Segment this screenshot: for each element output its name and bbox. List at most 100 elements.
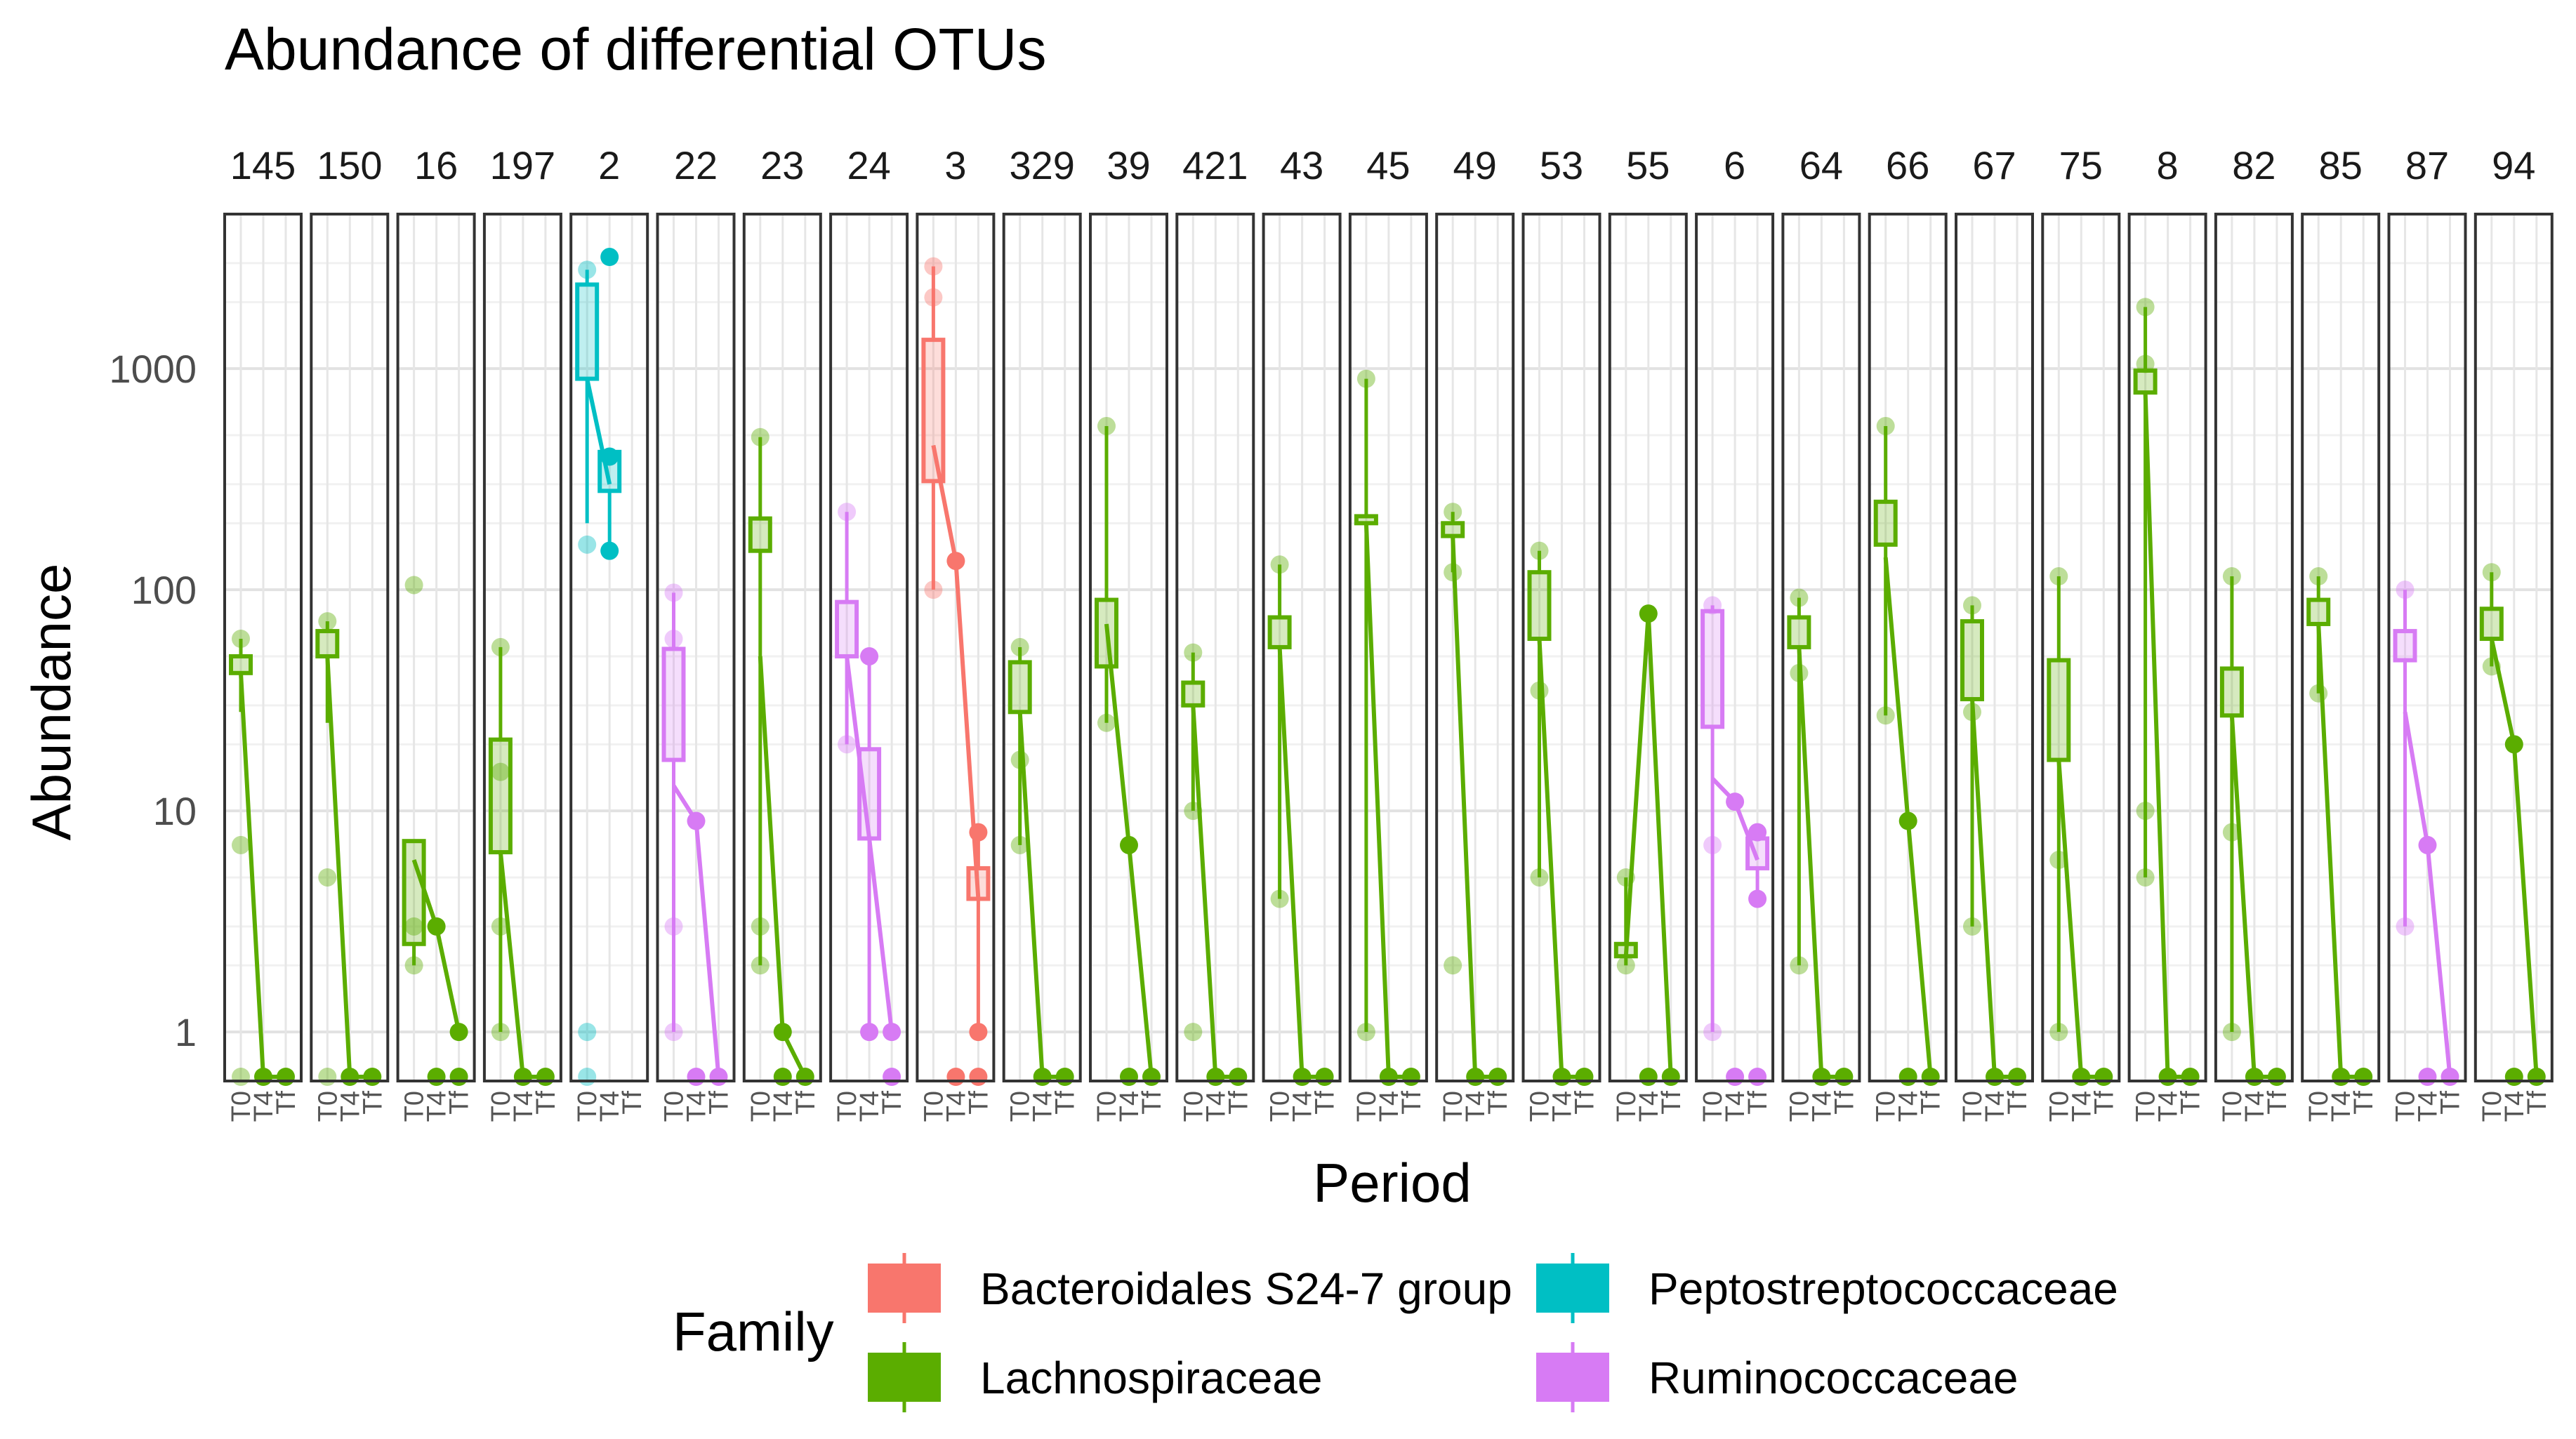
box-iqr bbox=[488, 737, 513, 855]
panel-grid bbox=[1696, 214, 1774, 1081]
data-point bbox=[600, 541, 619, 560]
y-axis-label: Abundance bbox=[20, 564, 82, 841]
panel-grid bbox=[1349, 214, 1427, 1081]
box-iqr bbox=[2306, 597, 2331, 626]
data-point bbox=[1206, 1068, 1225, 1086]
x-axis-label: Period bbox=[1313, 1152, 1471, 1214]
trend-line bbox=[585, 378, 612, 485]
panel-grid bbox=[1869, 214, 1946, 1081]
data-point bbox=[1616, 956, 1635, 975]
panel-grid bbox=[225, 214, 301, 1081]
facet-panels: 145T0T4Tf150T0T4Tf16T0T4Tf197T0T4Tf2T0T4… bbox=[223, 143, 2554, 1122]
data-point bbox=[2245, 1068, 2264, 1086]
x-tick-label: Tf bbox=[2177, 1091, 2206, 1115]
data-point bbox=[1033, 1068, 1052, 1086]
x-tick-label: Tf bbox=[1830, 1091, 1859, 1115]
x-tick-label: T4 bbox=[2500, 1091, 2530, 1122]
data-point bbox=[1748, 889, 1767, 908]
facet-strip-label: 3 bbox=[944, 143, 966, 187]
x-tick-label: T0 bbox=[573, 1091, 602, 1122]
panel-border bbox=[1608, 213, 1688, 1082]
data-point bbox=[2504, 735, 2523, 754]
x-tick-label: T4 bbox=[1029, 1091, 1058, 1122]
data-point bbox=[254, 1068, 272, 1086]
x-tick-label: Tf bbox=[531, 1091, 561, 1115]
x-tick-label: Tf bbox=[2523, 1091, 2552, 1115]
data-point bbox=[2504, 1068, 2523, 1086]
box-iqr bbox=[2393, 629, 2417, 663]
x-tick-label: T4 bbox=[2240, 1091, 2270, 1122]
panel-border bbox=[2473, 213, 2554, 1082]
x-tick-label: Tf bbox=[445, 1091, 475, 1115]
panel-border bbox=[742, 213, 822, 1082]
panel-border bbox=[2301, 213, 2381, 1082]
box-iqr bbox=[2047, 658, 2071, 762]
data-point bbox=[318, 1068, 337, 1086]
data-point bbox=[232, 630, 250, 649]
panel-grid bbox=[571, 214, 648, 1081]
data-point bbox=[1575, 1068, 1594, 1086]
x-tick-label: T4 bbox=[423, 1091, 452, 1122]
panel-border bbox=[1435, 213, 1515, 1082]
data-point bbox=[2072, 1068, 2091, 1086]
legend-label: Peptostreptococcaceae bbox=[1649, 1264, 2118, 1314]
panel-grid bbox=[2129, 214, 2206, 1081]
data-point bbox=[1142, 1068, 1161, 1086]
data-point bbox=[1703, 1023, 1722, 1042]
data-point bbox=[600, 248, 619, 267]
facet-strip-label: 53 bbox=[1540, 143, 1583, 187]
x-tick-label: T4 bbox=[249, 1091, 279, 1122]
facet-strip-label: 23 bbox=[760, 143, 804, 187]
box-iqr bbox=[1527, 570, 1552, 642]
data-point bbox=[2181, 1068, 2200, 1086]
data-point bbox=[1876, 416, 1895, 435]
box-iqr bbox=[1873, 499, 1898, 547]
data-point bbox=[1748, 1068, 1767, 1086]
x-tick-label: T4 bbox=[1721, 1091, 1750, 1122]
box-iqr bbox=[315, 629, 340, 658]
data-point bbox=[1488, 1068, 1507, 1086]
box-iqr bbox=[1700, 609, 1725, 729]
legend-label: Ruminococcaceae bbox=[1649, 1353, 2019, 1403]
y-tick-label: 1 bbox=[175, 1010, 197, 1054]
x-tick-label: T0 bbox=[833, 1091, 862, 1122]
data-point bbox=[2136, 868, 2155, 887]
panel-grid bbox=[311, 214, 388, 1081]
x-tick-label: T0 bbox=[1958, 1091, 1988, 1122]
data-point bbox=[1963, 596, 1981, 615]
x-tick-label: T0 bbox=[1352, 1091, 1382, 1122]
data-point bbox=[1466, 1068, 1485, 1086]
x-tick-label: T4 bbox=[1894, 1091, 1924, 1122]
box-iqr bbox=[1354, 514, 1378, 526]
x-tick-label: T4 bbox=[1115, 1091, 1144, 1122]
box-iqr bbox=[229, 654, 253, 675]
x-tick-label: Tf bbox=[2089, 1091, 2119, 1115]
x-tick-label: T4 bbox=[2154, 1091, 2184, 1122]
data-point bbox=[946, 1068, 965, 1086]
y-axis: 1 10 100 1000 bbox=[109, 347, 197, 1054]
box-iqr bbox=[575, 282, 600, 381]
data-point bbox=[838, 735, 857, 754]
data-point bbox=[2049, 567, 2068, 586]
facet-strip-label: 82 bbox=[2232, 143, 2276, 187]
x-tick-label: Tf bbox=[2263, 1091, 2292, 1115]
box-iqr bbox=[1960, 619, 1984, 702]
data-point bbox=[600, 447, 619, 466]
facet-strip-label: 421 bbox=[1182, 143, 1248, 187]
data-point bbox=[1790, 663, 1809, 682]
facet-strip-label: 55 bbox=[1626, 143, 1670, 187]
x-tick-label: T4 bbox=[769, 1091, 798, 1122]
legend-key-icon bbox=[868, 1253, 941, 1323]
panel-border bbox=[2214, 213, 2294, 1082]
legend-key-box bbox=[1536, 1264, 1609, 1313]
panel-border bbox=[1262, 213, 1342, 1082]
panel-border bbox=[916, 213, 996, 1082]
